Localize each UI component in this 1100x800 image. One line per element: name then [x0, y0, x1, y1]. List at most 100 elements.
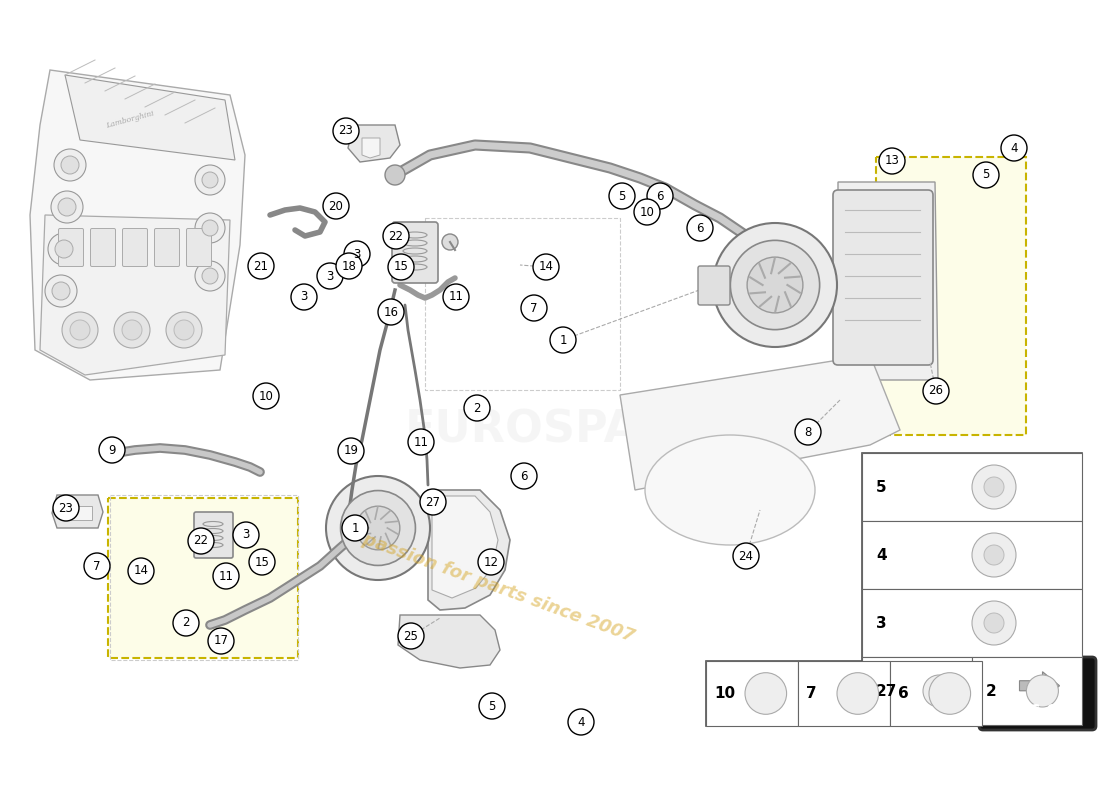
Text: 4: 4 [1010, 142, 1018, 154]
Ellipse shape [645, 435, 815, 545]
Circle shape [58, 198, 76, 216]
Circle shape [984, 545, 1004, 565]
FancyBboxPatch shape [58, 229, 84, 266]
Circle shape [356, 506, 399, 550]
Circle shape [174, 320, 194, 340]
Text: 1: 1 [351, 522, 359, 534]
Text: 17: 17 [213, 634, 229, 647]
Circle shape [647, 183, 673, 209]
Bar [862, 589, 1082, 657]
Text: 26: 26 [928, 385, 944, 398]
Polygon shape [398, 615, 500, 668]
Circle shape [1001, 135, 1027, 161]
Circle shape [253, 383, 279, 409]
Text: 18: 18 [342, 259, 356, 273]
Circle shape [333, 118, 359, 144]
FancyBboxPatch shape [90, 229, 116, 266]
Text: 27: 27 [426, 495, 440, 509]
Text: EUROSPARES: EUROSPARES [405, 409, 736, 451]
Polygon shape [362, 138, 380, 158]
Text: 8: 8 [804, 426, 812, 438]
Text: a passion for parts since 2007: a passion for parts since 2007 [343, 524, 637, 646]
Text: 25: 25 [404, 630, 418, 642]
Circle shape [730, 240, 820, 330]
Bar [862, 521, 1082, 589]
Text: 906 01: 906 01 [1005, 702, 1069, 721]
Circle shape [84, 553, 110, 579]
Text: 10: 10 [258, 390, 274, 402]
Text: 14: 14 [539, 261, 553, 274]
Text: 20: 20 [329, 199, 343, 213]
Circle shape [464, 395, 490, 421]
FancyBboxPatch shape [392, 222, 438, 283]
Text: 22: 22 [388, 230, 404, 242]
Circle shape [972, 465, 1016, 509]
Circle shape [534, 254, 559, 280]
Circle shape [420, 489, 446, 515]
Text: 5: 5 [618, 190, 626, 202]
Text: 5: 5 [876, 479, 887, 494]
Circle shape [338, 438, 364, 464]
Polygon shape [348, 125, 400, 162]
Circle shape [53, 495, 79, 521]
Polygon shape [30, 70, 245, 380]
Polygon shape [432, 496, 498, 598]
Circle shape [202, 220, 218, 236]
Polygon shape [62, 506, 92, 520]
Text: 11: 11 [414, 435, 429, 449]
Circle shape [747, 257, 803, 313]
Bar [862, 657, 972, 725]
Circle shape [324, 270, 336, 282]
Circle shape [974, 162, 999, 188]
Text: 12: 12 [484, 555, 498, 569]
Text: 9: 9 [108, 443, 115, 457]
Circle shape [1026, 675, 1058, 707]
Circle shape [471, 402, 483, 414]
Circle shape [45, 275, 77, 307]
Circle shape [342, 515, 369, 541]
Text: 4: 4 [578, 715, 585, 729]
Text: 27: 27 [876, 683, 898, 698]
FancyBboxPatch shape [194, 512, 233, 558]
FancyBboxPatch shape [979, 657, 1096, 730]
Circle shape [233, 522, 258, 548]
Circle shape [249, 549, 275, 575]
Text: 11: 11 [219, 570, 233, 582]
Text: 15: 15 [254, 555, 270, 569]
Circle shape [188, 528, 214, 554]
Circle shape [128, 558, 154, 584]
Circle shape [733, 543, 759, 569]
Circle shape [478, 693, 505, 719]
Circle shape [208, 628, 234, 654]
Circle shape [688, 215, 713, 241]
Bar [862, 453, 1082, 521]
Circle shape [240, 529, 252, 541]
Circle shape [398, 623, 424, 649]
Circle shape [323, 193, 349, 219]
Circle shape [837, 673, 879, 714]
FancyBboxPatch shape [187, 229, 211, 266]
Circle shape [745, 673, 786, 714]
Text: 2: 2 [986, 683, 997, 698]
Text: 11: 11 [449, 290, 463, 303]
Bar [876, 157, 1026, 435]
Text: 3: 3 [876, 615, 887, 630]
Circle shape [521, 295, 547, 321]
Circle shape [972, 601, 1016, 645]
Circle shape [923, 378, 949, 404]
Circle shape [48, 233, 80, 265]
Text: 22: 22 [194, 534, 209, 547]
Text: 6: 6 [696, 222, 704, 234]
Bar [972, 657, 1082, 725]
Polygon shape [1020, 672, 1059, 700]
Polygon shape [65, 75, 235, 160]
Polygon shape [620, 355, 900, 490]
Circle shape [213, 563, 239, 589]
Circle shape [388, 254, 414, 280]
Polygon shape [52, 495, 103, 528]
Text: 16: 16 [384, 306, 398, 318]
Text: 23: 23 [339, 125, 353, 138]
Text: 10: 10 [714, 686, 735, 701]
Circle shape [609, 183, 635, 209]
Text: 6: 6 [520, 470, 528, 482]
